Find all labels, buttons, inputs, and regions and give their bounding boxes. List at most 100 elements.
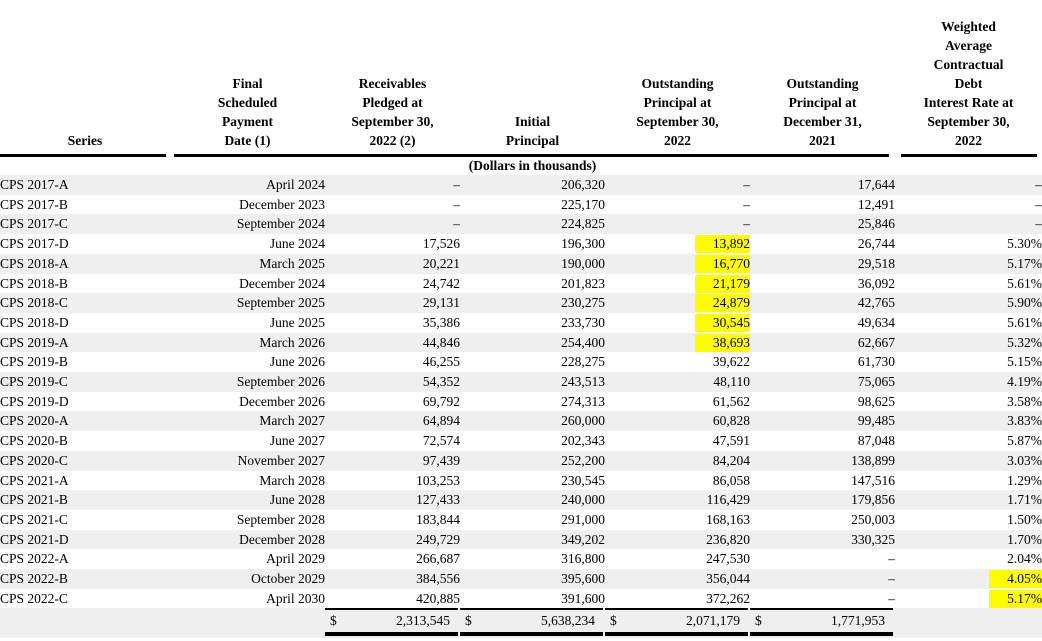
total-outstanding-dec31-value: 1,771,953 (831, 613, 885, 629)
cell-initial-principal: 395,600 (460, 569, 605, 589)
cell-receivables-pledged: 183,844 (416, 511, 460, 527)
cell-receivables-pledged: 127,433 (325, 490, 460, 510)
cell-series: CPS 2017-B (0, 196, 68, 212)
cell-series: CPS 2022-B (0, 569, 170, 589)
cell-initial-principal: 254,400 (460, 332, 605, 353)
column-header-outstanding-dec31-2021: Outstanding Principal at December 31, 20… (783, 76, 862, 148)
table-row: CPS 2017-A April 2024–206,320–17,644– (0, 175, 1042, 195)
cell-final-payment-date: December 2028 (170, 529, 325, 550)
table-row: CPS 2020-B June 2027 72,574 202,343 47,591 87… (0, 431, 1042, 451)
total-outstanding-dec31-cell: $ 1,771,953 (750, 608, 895, 639)
table-body: CPS 2017-A April 2024–206,320–17,644– CPS … (0, 175, 1042, 608)
table-row: CPS 2021-A March 2028 103,253 230,545 86,058… (0, 471, 1042, 491)
table-row: CPS 2019-A March 2026 44,846 254,400 38,693 6… (0, 332, 1042, 353)
cell-interest-rate: 4.19% (895, 372, 1042, 392)
cell-outstanding-dec31-2021: 75,065 (750, 372, 895, 392)
cell-series: CPS 2021-D (0, 529, 170, 550)
cell-series: CPS 2022-C (0, 590, 68, 606)
cell-outstanding-dec31-2021: 250,003 (851, 511, 895, 527)
cell-outstanding-dec31-2021: 49,634 (857, 314, 895, 330)
total-outstanding-sep30-value: 2,071,179 (686, 613, 740, 629)
cell-outstanding-dec31-2021: 62,667 (750, 332, 895, 353)
highlighted-value: 24,879 (694, 294, 750, 313)
cell-outstanding-sep30-2022: 13,892 (605, 234, 750, 254)
table-row: CPS 2018-A March 2025 20,221 190,000 16,770 2… (0, 253, 1042, 274)
cell-outstanding-dec31-2021: – (888, 551, 895, 567)
cell-initial-principal: 233,730 (561, 314, 605, 330)
dollar-sign: $ (465, 613, 472, 629)
cell-series: CPS 2020-C (0, 450, 170, 471)
cell-series: CPS 2021-C (0, 511, 68, 527)
cell-outstanding-sep30-2022: 247,530 (706, 551, 750, 567)
cell-initial-principal: 196,300 (561, 236, 605, 252)
cell-outstanding-dec31-2021: – (888, 590, 895, 606)
cell-outstanding-sep30-2022: 61,562 (712, 393, 750, 409)
cell-final-payment-date: April 2030 (266, 590, 325, 606)
table-row: CPS 2022-B October 2029 384,556 395,600 356,… (0, 569, 1042, 589)
cell-receivables-pledged: 72,574 (422, 433, 460, 449)
cell-interest-rate: 3.83% (895, 411, 1042, 432)
table-row: CPS 2018-C September 2025 29,131 230,275 24,… (0, 293, 1042, 313)
cell-initial-principal: 349,202 (460, 529, 605, 550)
cell-initial-principal: 291,000 (561, 511, 605, 527)
cell-receivables-pledged: 35,386 (422, 314, 460, 330)
cell-receivables-pledged: – (325, 214, 460, 235)
cell-interest-rate: 5.17% (895, 589, 1042, 609)
cell-series: CPS 2018-D (0, 314, 69, 330)
cell-final-payment-date: October 2029 (170, 569, 325, 589)
cell-initial-principal: 202,343 (561, 433, 605, 449)
cell-receivables-pledged: 24,742 (422, 275, 460, 291)
rate-underline-rule (895, 154, 1042, 157)
total-outstanding-sep30: $ 2,071,179 (605, 608, 748, 637)
cell-receivables-pledged: 64,894 (325, 411, 460, 432)
cell-final-payment-date: March 2026 (170, 332, 325, 353)
table-row: CPS 2021-B June 2028 127,433 240,000 116,429… (0, 490, 1042, 510)
cell-interest-rate: 1.29% (1007, 472, 1042, 488)
cell-outstanding-sep30-2022: 47,591 (712, 433, 750, 449)
cell-receivables-pledged: 420,885 (416, 590, 460, 606)
table-row: CPS 2022-A April 2029 266,687 316,800 247,53… (0, 549, 1042, 569)
cell-outstanding-dec31-2021: 25,846 (750, 214, 895, 235)
cell-outstanding-dec31-2021: 147,516 (851, 472, 895, 488)
cell-initial-principal: 243,513 (460, 372, 605, 392)
cell-outstanding-sep30-2022: 30,545 (605, 313, 750, 333)
table-row: CPS 2021-C September 2028 183,844 291,000 16… (0, 510, 1042, 530)
cell-final-payment-date: June 2027 (269, 433, 325, 449)
cell-initial-principal: 252,200 (460, 450, 605, 471)
column-header-receivables-pledged: Receivables Pledged at September 30, 202… (351, 76, 434, 148)
cell-series: CPS 2017-C (0, 214, 170, 235)
total-initial-principal-value: 5,638,234 (541, 613, 595, 629)
cell-outstanding-sep30-2022: – (605, 175, 750, 195)
table-row: CPS 2022-C April 2030 420,885 391,600 372,26… (0, 589, 1042, 609)
table-row: CPS 2018-B December 2024 24,742 201,823 21,1… (0, 274, 1042, 294)
cell-final-payment-date: June 2025 (269, 314, 325, 330)
cell-interest-rate: – (1035, 196, 1042, 212)
cell-initial-principal: 224,825 (460, 214, 605, 235)
table-row: CPS 2020-C November 2027 97,439 252,200 84,2… (0, 450, 1042, 471)
cell-interest-rate: 1.50% (1007, 511, 1042, 527)
cell-initial-principal: 201,823 (561, 275, 605, 291)
total-series-blank (0, 608, 170, 639)
cell-outstanding-sep30-2022: 60,828 (605, 411, 750, 432)
cell-final-payment-date: November 2027 (170, 450, 325, 471)
cell-final-payment-date: March 2027 (170, 411, 325, 432)
cell-series: CPS 2018-A (0, 253, 170, 274)
cell-outstanding-sep30-2022: 38,693 (605, 332, 750, 353)
cell-receivables-pledged: 384,556 (325, 569, 460, 589)
column-header-final-payment-date: Final Scheduled Payment Date (1) (217, 76, 278, 148)
header-underline-row (0, 154, 1042, 157)
cell-series: CPS 2018-C (0, 293, 170, 313)
cell-series: CPS 2019-C (0, 372, 170, 392)
cell-outstanding-dec31-2021: 87,048 (857, 433, 895, 449)
cell-series: CPS 2017-A (0, 175, 170, 195)
cell-outstanding-sep30-2022: 16,770 (605, 253, 750, 274)
cell-receivables-pledged: 249,729 (325, 529, 460, 550)
totals-row: $ 2,313,545 $ 5,638,234 $ 2,071,179 (0, 608, 1042, 639)
series-underline-rule (0, 154, 170, 157)
cell-series: CPS 2021-B (0, 490, 170, 510)
cell-initial-principal: 274,313 (561, 393, 605, 409)
cell-outstanding-dec31-2021: 42,765 (750, 293, 895, 313)
cell-receivables-pledged: 103,253 (416, 472, 460, 488)
table-row: CPS 2021-D December 2028 249,729 349,202 236… (0, 529, 1042, 550)
